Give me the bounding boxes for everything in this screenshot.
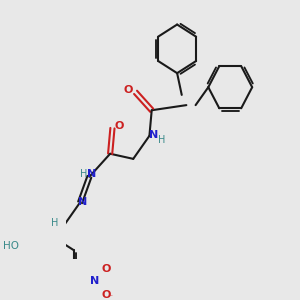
Text: H: H [158,135,166,145]
Text: H: H [80,169,87,179]
Text: O: O [124,85,133,95]
Text: N: N [149,130,159,140]
Text: H: H [51,218,59,228]
Text: O: O [102,264,111,274]
Text: N: N [87,169,96,179]
Text: N: N [90,276,99,286]
Text: O: O [102,290,111,300]
Text: ⁻: ⁻ [109,292,113,300]
Text: N: N [78,197,87,207]
Text: O: O [115,121,124,130]
Text: HO: HO [3,242,19,251]
